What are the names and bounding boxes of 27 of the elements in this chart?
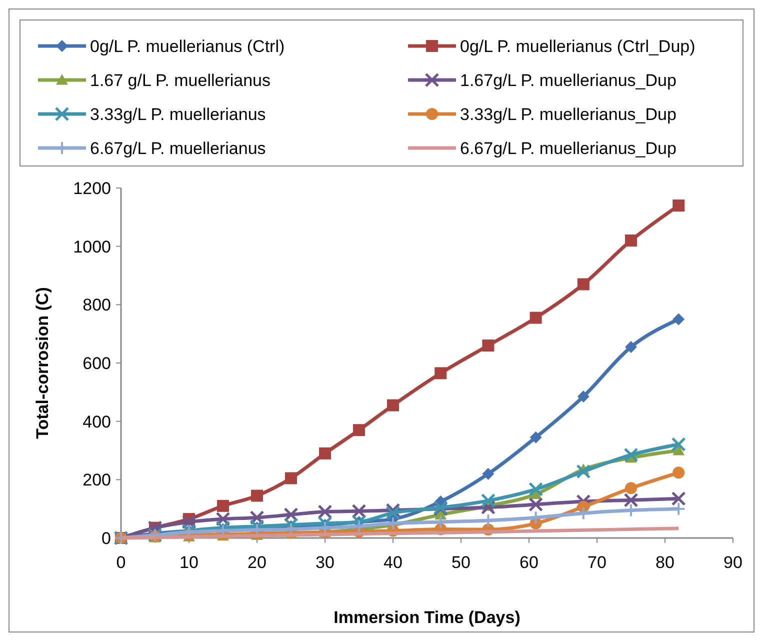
x-tick-label: 50 (452, 553, 470, 572)
x-tick-label: 30 (316, 553, 334, 572)
x-axis-title: Immersion Time (Days) (334, 608, 520, 627)
y-tick-label: 600 (82, 354, 111, 373)
y-axis-title: Total-corrosion (C) (33, 287, 52, 439)
y-tick-label: 1200 (73, 178, 111, 198)
x-tick-label: 20 (248, 553, 266, 572)
x-tick-label: 10 (180, 553, 198, 572)
y-tick-label: 800 (82, 296, 111, 315)
y-tick-label: 400 (82, 412, 111, 432)
y-tick-label: 0 (102, 528, 111, 548)
legend-label: 1.67g/L P. muellerianus_Dup (460, 70, 676, 90)
x-tick-label: 90 (724, 553, 742, 572)
legend-label: 0g/L P. muellerianus (Ctrl_Dup) (460, 36, 696, 56)
legend-label: 6.67g/L P. muellerianus_Dup (460, 138, 676, 158)
x-tick-label: 60 (520, 553, 538, 572)
legend-label: 3.33g/L P. muellerianus (90, 104, 266, 124)
y-tick-label: 200 (82, 470, 111, 490)
legend-label: 6.67g/L P. muellerianus (90, 138, 266, 158)
x-tick-label: 80 (656, 553, 674, 572)
x-tick-label: 0 (116, 553, 126, 572)
x-tick-label: 40 (384, 553, 402, 572)
legend-label: 3.33g/L P. muellerianus_Dup (460, 104, 676, 124)
legend-label: 1.67 g/L P. muellerianus (90, 70, 271, 90)
y-tick-label: 1000 (73, 237, 111, 256)
x-tick-label: 70 (588, 553, 606, 572)
legend-label: 0g/L P. muellerianus (Ctrl) (90, 36, 285, 56)
